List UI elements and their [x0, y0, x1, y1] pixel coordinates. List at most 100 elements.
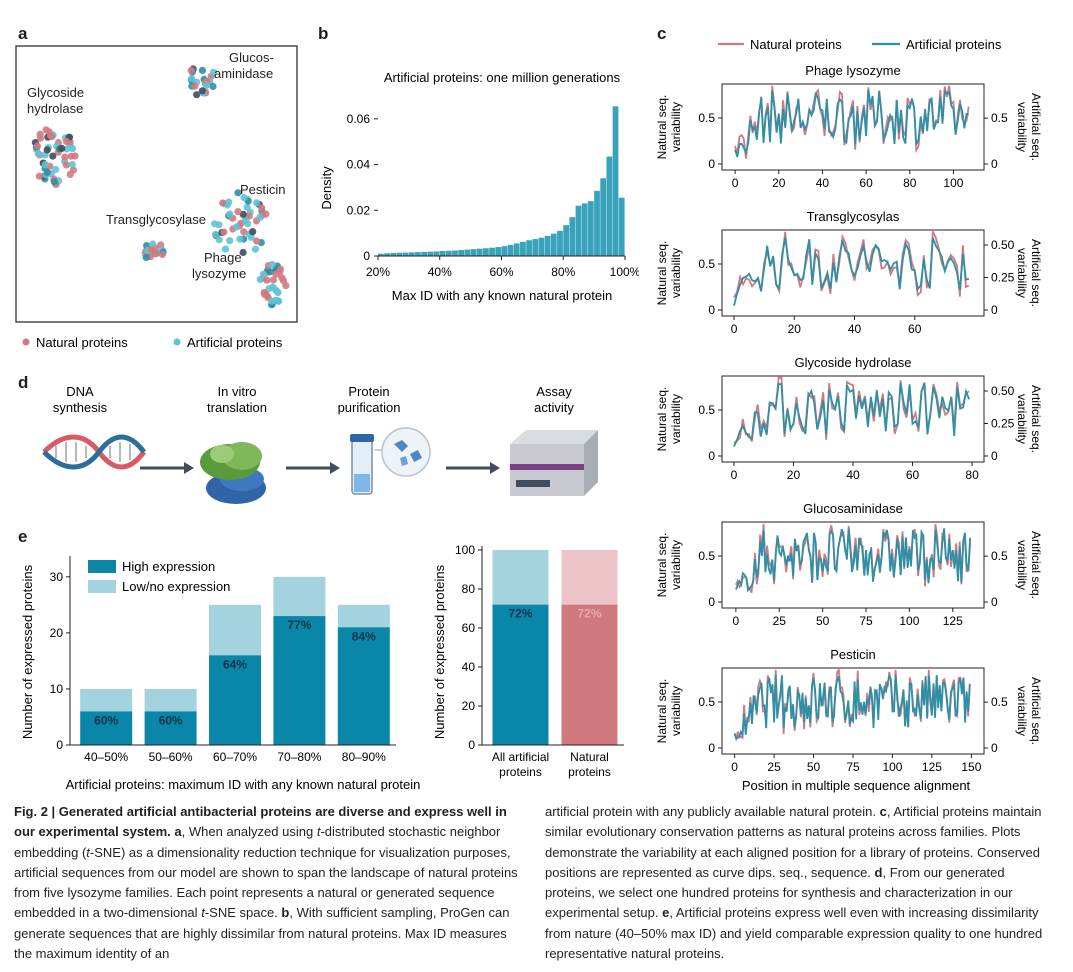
caption-t2: t	[86, 844, 90, 860]
histogram-title: Artificial proteins: one million generat…	[384, 70, 621, 85]
expression-ylabel: Number of expressed proteins	[20, 564, 35, 739]
caption-letter-e: e	[662, 905, 670, 921]
subplot-x-tick-label: 40	[846, 468, 860, 482]
tube-icon	[350, 427, 431, 495]
subplot-x-tick-label: 50	[807, 760, 821, 774]
subplot-y-tick-label-left: 0.5	[698, 257, 715, 271]
artificial-variability-line	[734, 89, 969, 158]
caption-b-text: , With sufficient sampling, ProGen can g…	[14, 905, 510, 962]
histogram-bar	[606, 156, 613, 256]
histogram-bar	[445, 250, 452, 256]
legend-low-label: Low/no expression	[122, 579, 230, 594]
bar-high-expression	[492, 604, 549, 745]
y-tick-label: 80	[462, 582, 476, 596]
histogram-bar	[415, 252, 421, 256]
histogram-bar	[550, 233, 557, 256]
caption-letter-d: d	[874, 864, 883, 880]
tsne-point	[43, 146, 51, 154]
subplot-y-tick-label-left: 0	[708, 741, 715, 755]
bar-percent-label: 77%	[287, 618, 311, 632]
subplot-y-tick-label-left: 0	[708, 595, 715, 609]
histogram-bar	[452, 250, 458, 256]
tsne-point	[236, 235, 244, 243]
legend-natural-dot	[22, 338, 30, 346]
pipeline-arrow-1	[140, 462, 194, 474]
tsne-point	[41, 161, 49, 169]
subplot-x-tick-label: 100	[882, 760, 902, 774]
histogram-bar	[612, 106, 619, 257]
tsne-point	[247, 233, 255, 241]
tsne-plot: Glucos-aminidase Glycoside hydrolase Pest…	[15, 45, 298, 350]
variability-xlabel: Position in multiple sequence alignment	[742, 778, 971, 793]
subplot-ylabel-left: Natural seq.variability	[655, 241, 683, 306]
caption-right-text: artificial protein with any publicly ava…	[545, 804, 876, 819]
subplot-x-tick-label: 125	[943, 614, 963, 628]
tsne-point	[50, 178, 58, 186]
legend-natural-label: Natural proteins	[36, 335, 128, 350]
tsne-point	[240, 228, 248, 236]
tsne-point	[263, 276, 271, 284]
panel-letter-d: d	[18, 373, 29, 392]
subplot-ylabel-right: Artificial seq.variability	[1015, 531, 1043, 599]
tsne-point	[152, 250, 160, 258]
subplot-y-tick-label-right: 0	[991, 595, 998, 609]
subplot-x-tick-label: 20	[772, 176, 786, 190]
artificial-variability-line	[733, 382, 970, 447]
subplot-y-tick-label-left: 0.5	[698, 403, 715, 417]
panel-letter-e: e	[18, 527, 28, 546]
tsne-point	[233, 223, 241, 231]
subplot-y-tick-label-right: 0	[991, 157, 998, 171]
tsne-point	[191, 82, 199, 90]
histogram-bar	[600, 178, 607, 256]
artificial-variability-line	[733, 673, 971, 741]
bar-low-expression	[337, 604, 390, 628]
tsne-point	[240, 194, 248, 202]
histogram-bar	[408, 252, 415, 256]
histogram-y-tick-label: 0.04	[347, 158, 371, 172]
bar-category-label: All artificial proteins	[492, 750, 549, 779]
subplot-x-tick-label: 40	[816, 176, 830, 190]
pipeline-arrow-3	[446, 462, 500, 474]
tsne-point	[271, 296, 279, 304]
cluster-label-phage-lysozyme: Phage lysozyme	[192, 250, 246, 281]
subplot-x-tick-label: 25	[767, 760, 781, 774]
histogram-bar	[384, 253, 390, 256]
caption-d-text: , From our generated proteins, we select…	[545, 864, 1013, 921]
tsne-point	[221, 245, 230, 253]
legend-high-label: High expression	[122, 559, 215, 574]
variability-subplot: Phage lysozyme Natural seq.variability Art…	[655, 63, 1043, 190]
subplot-title: Glycoside hydrolase	[794, 355, 911, 370]
bar-low-expression	[561, 550, 618, 605]
y-tick-label: 100	[455, 543, 475, 557]
tsne-point	[62, 161, 70, 169]
histogram-bar	[507, 245, 514, 256]
tsne-point	[259, 270, 267, 278]
histogram-bar	[489, 247, 495, 256]
subplot-x-tick-label: 75	[846, 760, 860, 774]
tsne-point	[219, 199, 227, 207]
subplot-x-tick-label: 60	[908, 322, 922, 336]
subplot-y-tick-label-right: 0.50	[991, 384, 1015, 398]
tsne-point	[49, 152, 57, 160]
subplot-y-tick-label-left: 0.5	[698, 695, 715, 709]
artificial-variability-line	[733, 237, 970, 306]
subplot-y-tick-label-right: 0	[991, 741, 998, 755]
subplot-ylabel-right: Artificial seq.variability	[1015, 239, 1043, 307]
histogram-bar	[427, 251, 434, 256]
histogram-bar	[458, 250, 465, 256]
bar-category-label: 60–70%	[213, 750, 257, 764]
comparison-axes: All artificial proteins Natural proteins 0 20…	[455, 543, 624, 779]
histogram-x-tick-label: 60%	[489, 265, 513, 279]
panel-letter-a: a	[18, 24, 28, 43]
histogram-bar	[575, 205, 582, 256]
tsne-point	[241, 216, 249, 224]
subplot-y-tick-label-right: 0.5	[991, 111, 1008, 125]
pipeline-arrow-2	[286, 462, 340, 474]
histogram-bar	[464, 249, 471, 256]
pipeline-step-label: DNA synthesis	[53, 384, 108, 415]
tsne-point	[209, 68, 218, 76]
subplot-title: Transglycosylas	[807, 209, 900, 224]
tsne-point	[260, 288, 268, 297]
tsne-point	[158, 250, 166, 258]
subplot-ylabel-left: Natural seq.variability	[655, 387, 683, 452]
